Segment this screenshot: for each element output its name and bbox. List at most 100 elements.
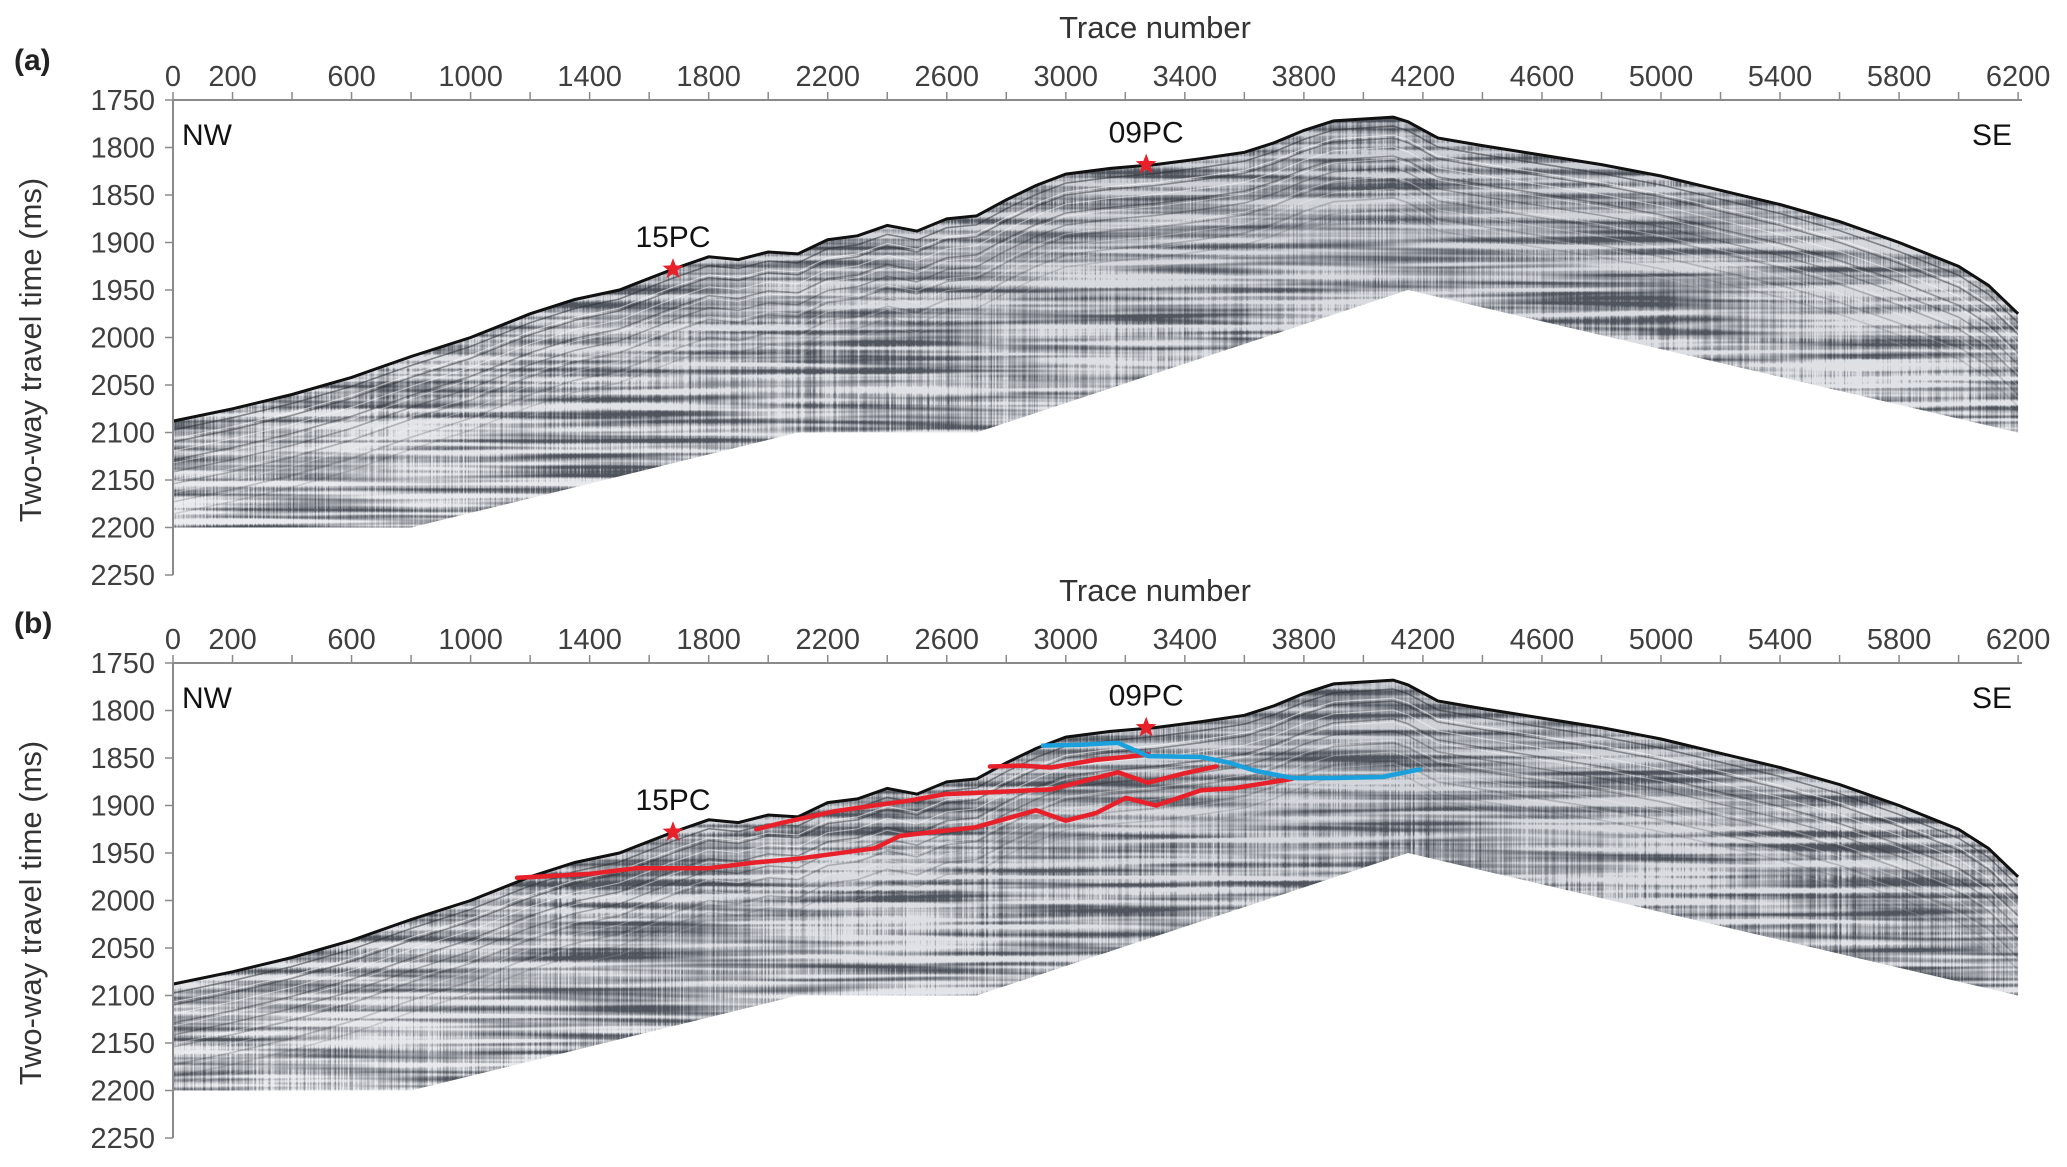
y-tick-label: 1850 [90, 743, 155, 775]
direction-label-se: SE [1972, 119, 2012, 152]
x-tick-label: 600 [327, 624, 375, 656]
core-label: 15PC [635, 784, 710, 817]
x-tick-label: 600 [327, 61, 375, 93]
reflector-line [173, 751, 2019, 1057]
y-axis-title: Two-way travel time (ms) [13, 178, 48, 522]
x-tick-label: 1000 [438, 61, 503, 93]
x-tick-label: 0 [165, 61, 181, 93]
reflector-line [173, 155, 2019, 461]
y-axis-title: Two-way travel time (ms) [13, 741, 48, 1085]
x-tick-label: 3000 [1034, 624, 1099, 656]
x-tick-label: 5400 [1748, 624, 1813, 656]
x-tick-label: 3400 [1153, 624, 1218, 656]
x-tick-label: 5800 [1867, 61, 1932, 93]
y-tick-label: 2050 [90, 933, 155, 965]
seafloor-line [172, 115, 2020, 423]
seafloor-line [172, 678, 2020, 986]
y-tick-label: 2150 [90, 1028, 155, 1060]
x-tick-label: 1800 [676, 61, 741, 93]
red-horizon-line [754, 764, 1219, 832]
x-tick-label: 200 [208, 61, 256, 93]
y-tick-label: 1950 [90, 275, 155, 307]
x-tick-label: 3000 [1034, 61, 1099, 93]
panel-b: 0 200 600 1000 1400 1800 2200 2600 3000 3400 3800 4… [13, 573, 2050, 1155]
y-tick-label: 2250 [90, 1123, 155, 1155]
reflector-line [173, 742, 2019, 1048]
x-tick-label: 5000 [1629, 624, 1694, 656]
reflector-line [173, 188, 2019, 494]
reflector-line [173, 730, 2019, 1036]
x-tick-label: 4200 [1391, 624, 1456, 656]
red-horizon-line [987, 751, 1151, 770]
y-tick-label: 2200 [90, 513, 155, 545]
reflector-line [173, 700, 2019, 1006]
reflector-line [173, 200, 2019, 506]
core-label: 09PC [1109, 680, 1184, 713]
reflector-line [173, 176, 2019, 482]
x-tick-label: 3800 [1272, 624, 1337, 656]
direction-label-se: SE [1972, 682, 2012, 715]
x-tick-label: 6200 [1986, 624, 2051, 656]
x-tick-label: 5800 [1867, 624, 1932, 656]
reflector-line [173, 697, 2019, 1003]
direction-label-nw: NW [182, 682, 233, 715]
x-tick-label: 0 [165, 624, 181, 656]
y-tick-label: 2100 [90, 981, 155, 1013]
y-tick-label: 2000 [90, 323, 155, 355]
core-label: 15PC [635, 221, 710, 254]
x-tick-label: 5400 [1748, 61, 1813, 93]
seismic-section [173, 680, 2019, 1091]
reflector-line [173, 146, 2019, 452]
reflector-line [173, 760, 2019, 1066]
x-tick-label: 1000 [438, 624, 503, 656]
y-tick-label: 1850 [90, 180, 155, 212]
y-tick-label: 1900 [90, 791, 155, 823]
reflector-line [173, 721, 2019, 1027]
reflector-line [173, 125, 2019, 431]
seismic-section [173, 117, 2019, 528]
x-tick-label: 2200 [795, 624, 860, 656]
reflector-line [173, 739, 2019, 1045]
x-tick-label: 200 [208, 624, 256, 656]
x-tick-label: 2600 [915, 624, 980, 656]
x-tick-label: 4200 [1391, 61, 1456, 93]
reflector-line [173, 137, 2019, 443]
reflector-line [173, 781, 2019, 1087]
reflector-line [173, 718, 2019, 1024]
y-tick-label: 1750 [90, 648, 155, 680]
y-tick-label: 2200 [90, 1076, 155, 1108]
reflector-line [173, 772, 2019, 1078]
x-tick-label: 1400 [557, 624, 622, 656]
x-axis-title: Trace number [1059, 573, 1251, 608]
x-tick-label: 6200 [1986, 61, 2051, 93]
x-tick-label: 2600 [915, 61, 980, 93]
x-tick-label: 1800 [676, 624, 741, 656]
y-tick-label: 2050 [90, 370, 155, 402]
core-location-star-icon [662, 258, 684, 278]
panel-a: 0 200 600 1000 1400 1800 2200 2600 3000 3400 3800 4… [13, 10, 2050, 592]
reflector-line [173, 167, 2019, 473]
y-tick-label: 1950 [90, 838, 155, 870]
reflector-line [173, 134, 2019, 440]
core-location-star-icon [662, 821, 684, 841]
core-location-star-icon [1135, 716, 1157, 737]
x-tick-label: 3800 [1272, 61, 1337, 93]
y-tick-label: 1800 [90, 696, 155, 728]
y-tick-label: 1750 [90, 85, 155, 117]
red-horizon-line [514, 776, 1295, 880]
reflector-line [173, 158, 2019, 464]
x-tick-label: 3400 [1153, 61, 1218, 93]
y-tick-label: 2000 [90, 886, 155, 918]
reflector-line [173, 209, 2019, 515]
direction-label-nw: NW [182, 119, 233, 152]
y-tick-label: 1800 [90, 133, 155, 165]
core-label: 09PC [1109, 117, 1184, 150]
x-tick-label: 1400 [557, 61, 622, 93]
x-axis-title: Trace number [1059, 10, 1251, 45]
x-tick-label: 2200 [795, 61, 860, 93]
seismic-reflectors [173, 117, 2019, 528]
core-location-star-icon [1135, 153, 1157, 174]
reflector-line [173, 197, 2019, 503]
panel-label: (a) [14, 44, 51, 77]
